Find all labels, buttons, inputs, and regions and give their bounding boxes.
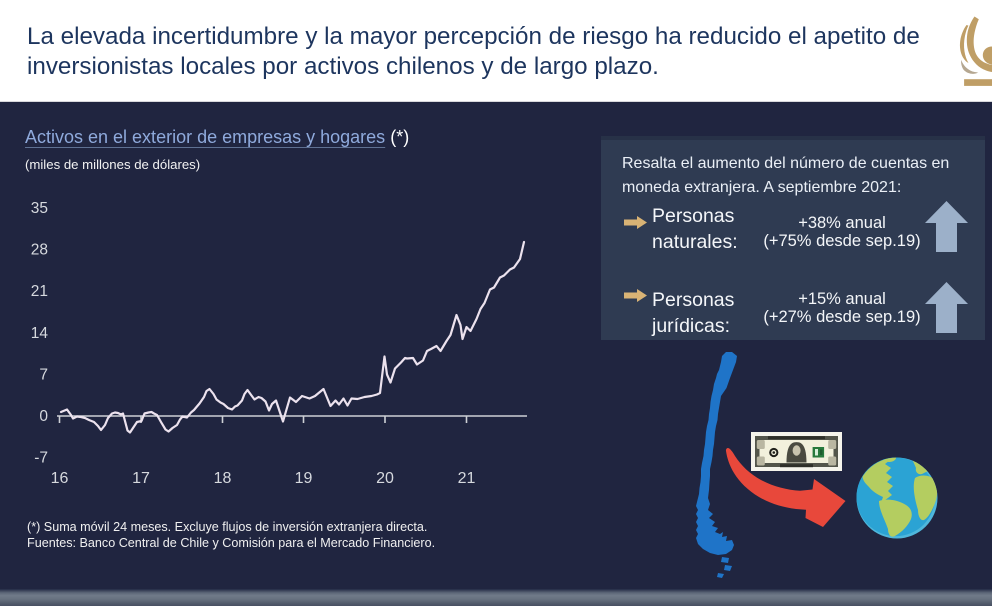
svg-text:35: 35: [31, 200, 48, 217]
svg-text:14: 14: [31, 325, 49, 342]
svg-text:19: 19: [295, 470, 313, 487]
svg-text:0: 0: [39, 408, 48, 425]
svg-text:21: 21: [458, 470, 476, 487]
svg-text:16: 16: [51, 470, 69, 487]
svg-text:28: 28: [31, 242, 48, 259]
svg-text:18: 18: [214, 470, 232, 487]
svg-text:21: 21: [31, 283, 48, 300]
svg-text:20: 20: [376, 470, 394, 487]
svg-text:17: 17: [132, 470, 150, 487]
svg-text:-7: -7: [34, 450, 48, 467]
svg-text:7: 7: [39, 366, 48, 383]
